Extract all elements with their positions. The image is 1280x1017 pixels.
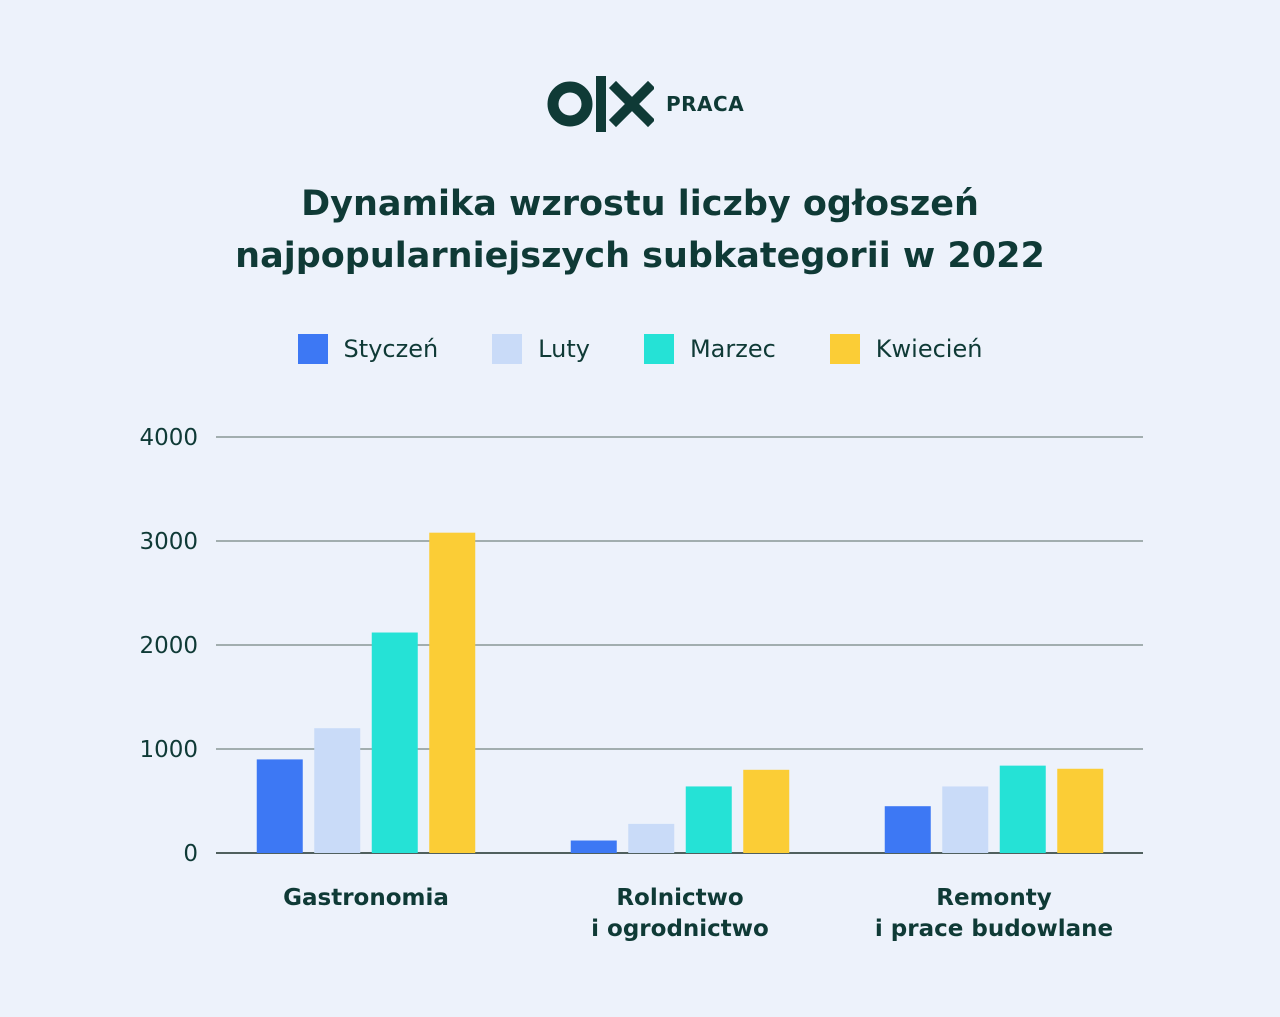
bar <box>743 769 790 853</box>
chart-title-line-2: najpopularniejszych subkategorii w 2022 <box>235 236 1045 276</box>
legend-swatch-kwiecien <box>829 334 860 364</box>
legend-swatch-luty <box>492 334 523 364</box>
olx-logo-icon <box>547 76 654 132</box>
legend-label-marzec: Marzec <box>689 335 776 363</box>
bar <box>685 786 732 853</box>
x-category-label: i ogrodnictwo <box>591 916 769 942</box>
x-category-label: Gastronomia <box>283 885 449 911</box>
legend-item-styczen: Styczeń <box>297 334 439 364</box>
olx-praca-logo: PRACA <box>546 74 744 134</box>
legend-swatch-styczen <box>297 334 328 364</box>
logo-sub-label: PRACA <box>666 92 745 116</box>
legend-item-kwiecien: Kwiecień <box>829 334 983 364</box>
bar <box>371 632 418 853</box>
bar <box>256 759 303 853</box>
legend-label-kwiecien: Kwiecień <box>875 335 983 363</box>
legend-swatch-marzec <box>643 334 674 364</box>
bar <box>942 786 989 853</box>
legend-label-styczen: Styczeń <box>343 335 439 363</box>
x-category-label: Remonty <box>936 885 1051 911</box>
chart-legend: Styczeń Luty Marzec Kwiecień <box>0 334 1280 364</box>
chart-title-line-1: Dynamika wzrostu liczby ogłoszeń <box>301 184 979 224</box>
x-category-label: i prace budowlane <box>875 916 1113 942</box>
bar <box>1057 768 1104 853</box>
legend-item-marzec: Marzec <box>643 334 776 364</box>
bar <box>314 728 361 853</box>
bar <box>429 532 476 853</box>
legend-item-luty: Luty <box>492 334 590 364</box>
y-tick-label: 2000 <box>139 633 198 659</box>
y-tick-label: 3000 <box>139 529 198 555</box>
bar <box>570 840 617 853</box>
y-tick-label: 0 <box>183 841 198 867</box>
x-category-label: Rolnictwo <box>616 885 743 911</box>
chart-title: Dynamika wzrostu liczby ogłoszeń najpopu… <box>0 178 1280 282</box>
y-tick-label: 1000 <box>139 737 198 763</box>
bar <box>628 823 675 853</box>
bar <box>999 765 1046 853</box>
legend-label-luty: Luty <box>538 335 590 363</box>
bar <box>884 806 931 853</box>
y-tick-label: 4000 <box>139 425 198 451</box>
